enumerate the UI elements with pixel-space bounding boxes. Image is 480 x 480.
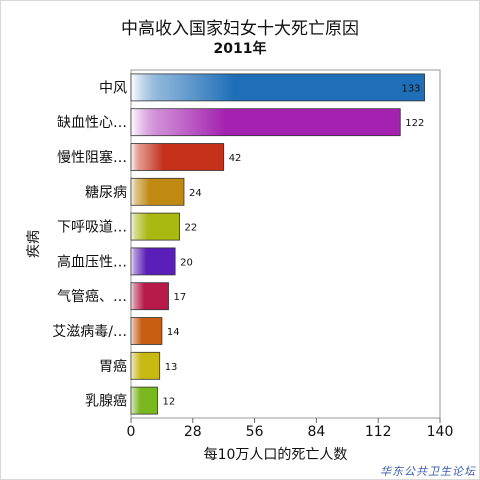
bar	[130, 108, 401, 137]
category-label: 艾滋病毒/…	[52, 324, 127, 340]
x-axis-label: 每10万人口的死亡人数	[204, 447, 348, 463]
data-label: 42	[229, 153, 242, 164]
category-label: 高血压性…	[57, 253, 127, 270]
data-label: 133	[401, 83, 420, 94]
x-tick-label: 84	[307, 424, 325, 440]
category-label: 糖尿病	[85, 185, 127, 201]
data-label: 17	[174, 292, 187, 303]
category-label: 乳腺癌	[85, 394, 127, 410]
data-label: 24	[189, 188, 202, 199]
x-tick-label: 28	[184, 424, 202, 440]
data-label: 122	[405, 118, 424, 129]
bar	[130, 351, 161, 380]
bar	[130, 282, 169, 311]
y-axis-label: 疾病	[26, 230, 42, 258]
x-tick-label: 0	[127, 424, 136, 440]
data-label: 13	[165, 362, 178, 373]
chart-title: 中高收入国家妇女十大死亡原因	[121, 19, 359, 39]
x-tick-label: 56	[246, 424, 264, 440]
watermark: 华东公共卫生论坛	[380, 465, 476, 478]
data-label: 12	[162, 397, 175, 408]
bar	[130, 73, 425, 102]
bar	[130, 143, 225, 171]
bar	[130, 212, 180, 241]
category-label: 下呼吸道…	[57, 220, 127, 236]
category-label: 胃癌	[99, 359, 127, 375]
category-label: 缺血性心…	[57, 115, 127, 131]
category-label: 气管癌、…	[57, 289, 127, 305]
bar	[130, 177, 185, 206]
x-tick-label: 140	[427, 424, 454, 440]
category-label: 慢性阻塞…	[57, 149, 127, 166]
x-tick-label: 112	[365, 424, 392, 440]
bar	[130, 386, 158, 415]
plot-frame	[130, 69, 441, 419]
data-label: 20	[180, 257, 193, 268]
bar	[130, 317, 163, 345]
data-label: 14	[167, 327, 180, 338]
data-label: 22	[185, 223, 198, 234]
category-label: 中风	[99, 80, 127, 96]
chart-subtitle: 2011年	[213, 41, 267, 57]
bar	[130, 247, 176, 276]
